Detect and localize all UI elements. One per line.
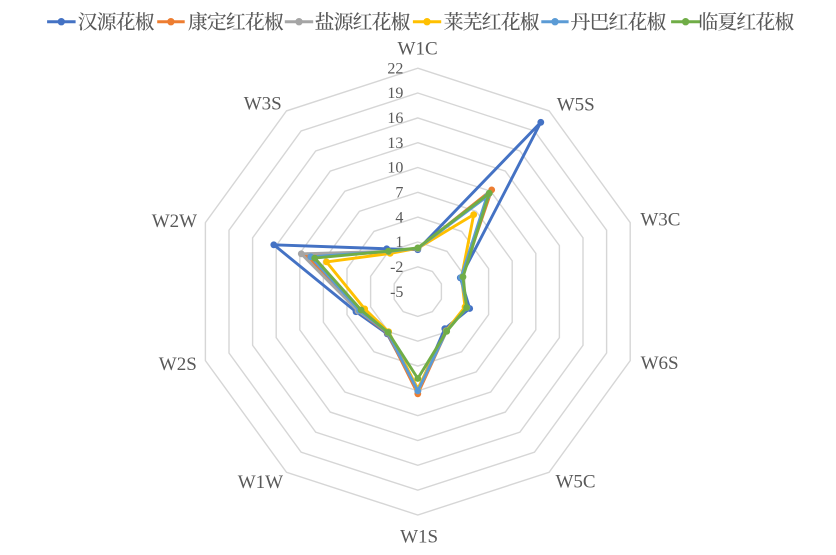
svg-text:16: 16: [387, 110, 403, 127]
svg-text:-2: -2: [390, 259, 403, 276]
svg-text:W6S: W6S: [641, 353, 679, 374]
svg-text:W3S: W3S: [244, 94, 282, 115]
svg-text:19: 19: [387, 85, 403, 102]
svg-text:W3C: W3C: [640, 209, 680, 230]
svg-text:W5C: W5C: [555, 471, 595, 492]
svg-text:-5: -5: [390, 284, 403, 301]
svg-text:1: 1: [395, 234, 403, 251]
svg-text:W1W: W1W: [238, 472, 283, 493]
svg-text:13: 13: [387, 135, 403, 152]
svg-text:W5S: W5S: [557, 95, 595, 116]
svg-text:22: 22: [387, 60, 403, 77]
svg-text:4: 4: [395, 209, 403, 226]
svg-text:10: 10: [387, 160, 403, 177]
svg-text:W1S: W1S: [400, 527, 438, 548]
svg-text:W2S: W2S: [159, 354, 197, 375]
svg-text:W2W: W2W: [152, 211, 197, 232]
svg-text:W1C: W1C: [398, 39, 438, 60]
svg-text:7: 7: [395, 185, 403, 202]
